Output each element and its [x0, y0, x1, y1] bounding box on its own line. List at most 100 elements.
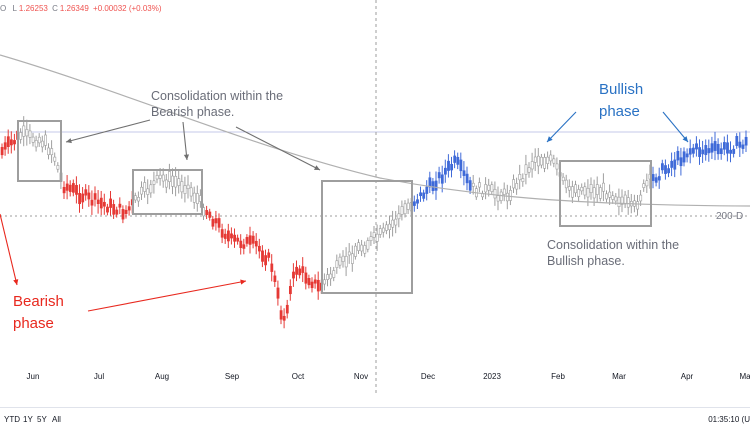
candle-body [496, 195, 500, 202]
candle-body [543, 157, 547, 169]
candle-body [484, 184, 488, 193]
arrow-to-box-1-head [66, 138, 72, 144]
ohlc-readout: O L 1.26253 C 1.26349 +0.00032 (+0.03%) [0, 4, 164, 13]
ohlc-close-key: C [52, 4, 58, 13]
bullish-phase-label: Bullish phase [599, 81, 644, 120]
moving-average-line [0, 54, 750, 207]
candle-body [34, 140, 38, 148]
candle-body [347, 251, 351, 256]
candle-body [10, 139, 13, 146]
candle-body [223, 233, 227, 239]
candle-body [722, 142, 726, 150]
candle-body [217, 218, 221, 228]
candle-body [307, 277, 311, 286]
candle-body [68, 184, 72, 192]
candle-body [605, 193, 609, 200]
candle-body [459, 159, 463, 172]
candle-body [103, 201, 106, 207]
candle-body [741, 144, 745, 149]
month-tick: Aug [154, 372, 170, 381]
candle-body [270, 263, 274, 272]
candle-body [670, 160, 674, 168]
ohlc-change-value: +0.00032 (+0.03%) [93, 4, 162, 13]
ohlc-close-value: 1.26349 [59, 4, 89, 13]
candle-body [521, 178, 525, 182]
candle-body [369, 236, 373, 241]
month-tick: Oct [291, 372, 305, 381]
candle-body [456, 156, 460, 165]
month-tick: Jul [93, 372, 105, 381]
arrow-to-box-3 [235, 126, 321, 171]
candle-body [316, 279, 320, 292]
candle-body [239, 240, 243, 248]
candle-body [183, 185, 187, 194]
candle-body [388, 223, 392, 230]
month-tick: Mar [612, 372, 626, 381]
candle-body [608, 191, 612, 198]
candle-body [186, 184, 190, 190]
candle-body [549, 154, 553, 162]
candle-body [651, 174, 655, 181]
range-all-button[interactable]: All [52, 415, 61, 424]
candle-body [267, 252, 271, 258]
candle-body [571, 186, 574, 198]
candle-body [623, 194, 627, 205]
candle-body [403, 203, 407, 215]
candle-body [236, 237, 240, 242]
candle-body [288, 286, 292, 295]
candle-body [245, 237, 249, 244]
candle-body [50, 148, 54, 156]
candle-body [233, 234, 237, 242]
candle-body [78, 193, 82, 205]
candle-body [366, 240, 370, 250]
candle-body [512, 179, 516, 189]
candle-body [478, 182, 481, 188]
range-5y-button[interactable]: 5Y [37, 415, 47, 424]
candle-body [140, 186, 144, 195]
candle-body [115, 209, 119, 215]
candle-body [313, 279, 317, 284]
candle-body [406, 202, 410, 210]
range-bar: YTD 1Y 5Y All 01:35:10 (U [0, 407, 750, 430]
candle-body [515, 183, 519, 190]
candle-body [645, 180, 649, 187]
consolidation-box [321, 180, 413, 294]
candle-body [735, 135, 739, 146]
candle-body [143, 182, 147, 192]
candle-body [660, 163, 664, 171]
candle-body [19, 132, 23, 140]
candle-body [471, 182, 475, 187]
candle-body [385, 224, 388, 231]
candle-body [614, 196, 618, 202]
candle-body [127, 206, 131, 211]
candle-body [279, 310, 283, 320]
candle-body [453, 155, 457, 163]
candle-body [285, 304, 289, 314]
range-1y-button[interactable]: 1Y [23, 415, 33, 424]
month-tick: Jun [26, 372, 40, 381]
candle-body [90, 199, 94, 206]
candle-body [583, 186, 587, 196]
candle-body [555, 163, 559, 170]
candle-body [375, 233, 379, 242]
candle-body [592, 187, 596, 199]
candle-body [490, 184, 494, 192]
candle-body [378, 228, 382, 235]
candle-body [673, 159, 677, 170]
time-axis: Jun Jul Aug Sep Oct Nov Dec 2023 Feb Mar… [0, 372, 750, 384]
candle-body [530, 161, 534, 170]
candle-body [598, 187, 602, 199]
candle-body [580, 187, 584, 192]
candle-body [654, 177, 658, 183]
candle-body [146, 188, 150, 195]
candle-body [422, 192, 426, 199]
candle-body [96, 199, 100, 205]
clock-readout: 01:35:10 (U [708, 415, 750, 424]
candle-body [716, 143, 720, 155]
range-ytd-button[interactable]: YTD [4, 415, 20, 424]
candle-body [292, 271, 295, 279]
candle-body [264, 255, 268, 266]
candle-body [397, 213, 401, 220]
arrow-bearish-right [87, 280, 247, 312]
candle-body [698, 147, 702, 157]
